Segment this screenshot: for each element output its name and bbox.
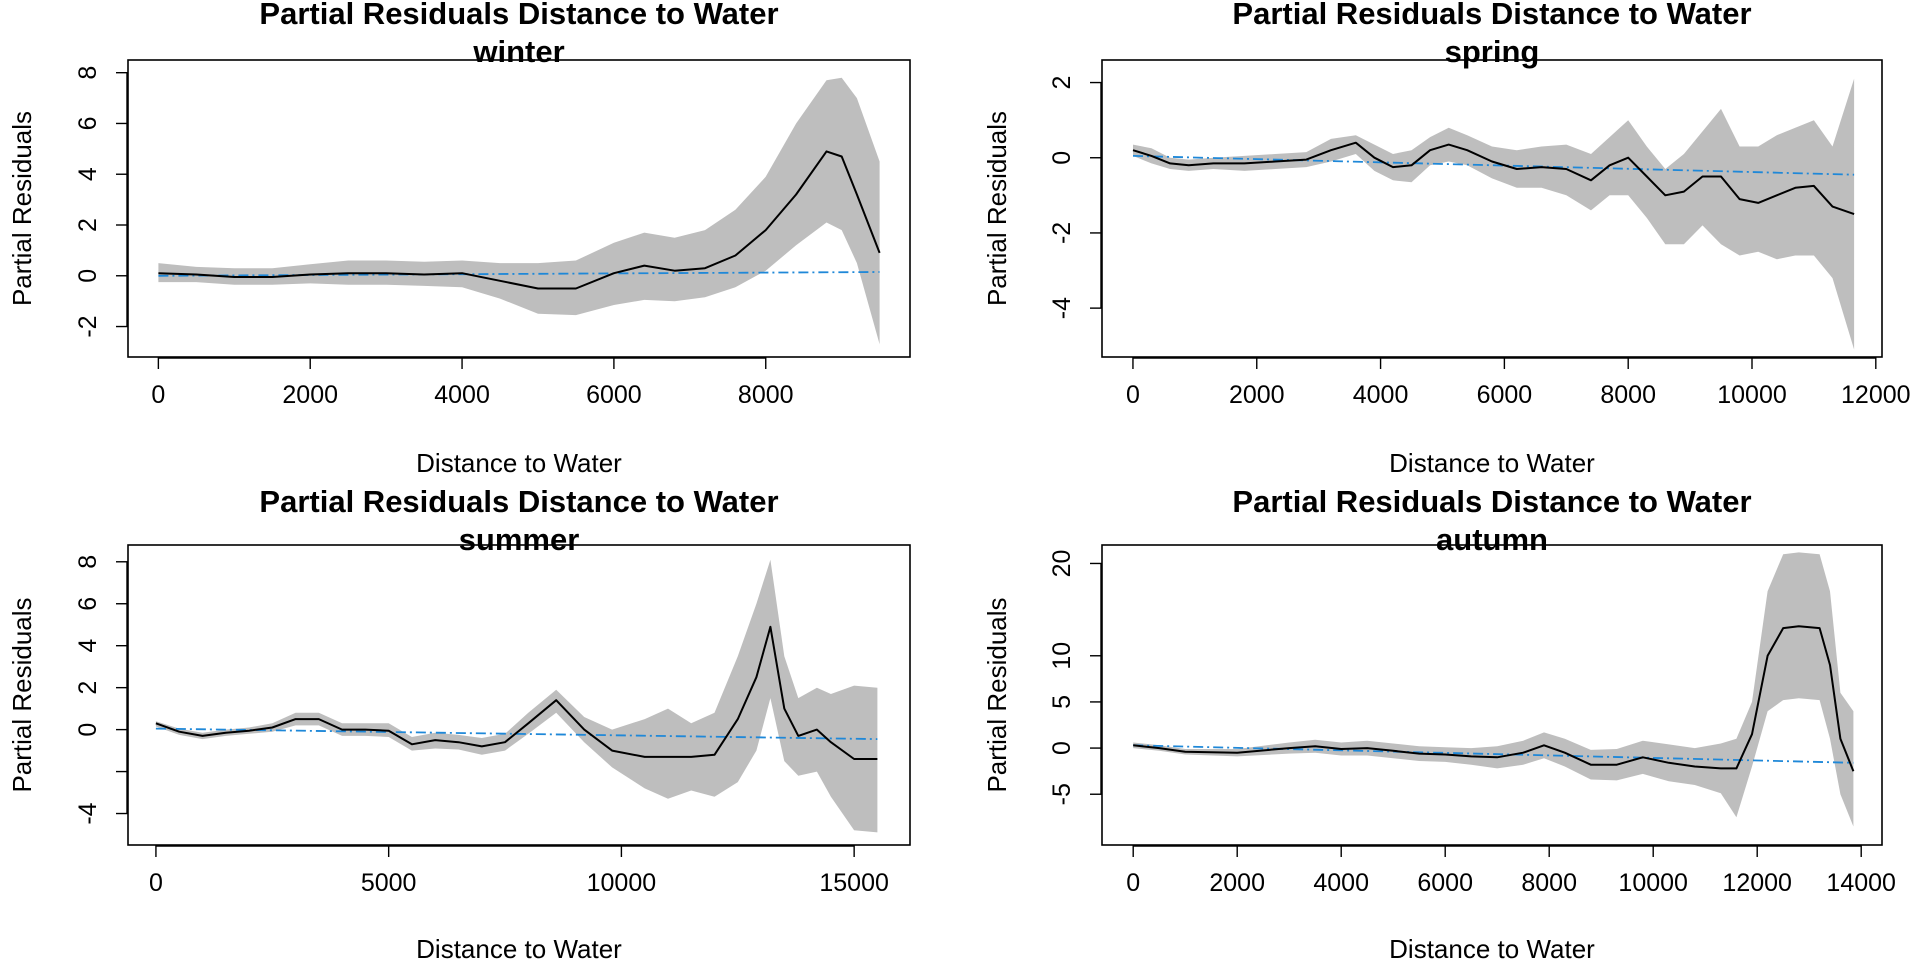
x-tick-label: 4000 xyxy=(1353,381,1409,409)
x-tick-label: 8000 xyxy=(1521,869,1577,897)
x-axis-label: Distance to Water xyxy=(1389,934,1595,960)
y-tick-label: -5 xyxy=(1048,783,1076,805)
x-tick-label: 2000 xyxy=(1209,869,1265,897)
confidence-band xyxy=(1133,552,1854,827)
x-tick-label: 10000 xyxy=(1618,869,1688,897)
linear-fit-line xyxy=(1132,155,1855,176)
plot-frame xyxy=(1101,544,1883,846)
x-tick-label: 4000 xyxy=(434,381,490,409)
x-axis-label: Distance to Water xyxy=(416,448,622,478)
x-axis: 0 5000 10000 15000 xyxy=(149,845,889,897)
chart-title-summer: Partial Residuals Distance to Water xyxy=(259,484,778,519)
panel-summer: Partial Residuals Distance to Watersumme… xyxy=(7,484,911,960)
x-tick-label: 0 xyxy=(1126,869,1140,897)
y-axis-label: Partial Residuals xyxy=(7,111,37,306)
y-tick-label: 2 xyxy=(1048,76,1076,90)
x-tick-label: 14000 xyxy=(1826,869,1896,897)
x-tick-label: 2000 xyxy=(282,381,338,409)
x-tick-label: 6000 xyxy=(1477,381,1533,409)
smooth-fit-line xyxy=(1133,625,1855,772)
y-tick-label: 20 xyxy=(1048,550,1076,578)
x-tick-label: 5000 xyxy=(361,869,417,897)
x-tick-label: 2000 xyxy=(1229,381,1285,409)
x-tick-label: 0 xyxy=(149,869,163,897)
chart-subtitle-autumn: autumn xyxy=(1436,522,1548,557)
y-axis: -4 -2 0 2 xyxy=(1048,76,1102,319)
x-tick-label: 8000 xyxy=(738,381,794,409)
y-tick-label: 8 xyxy=(74,555,102,569)
smooth-fit-line xyxy=(155,625,878,760)
x-tick-label: 0 xyxy=(1126,381,1140,409)
y-tick-label: -2 xyxy=(1048,222,1076,244)
x-tick-label: 12000 xyxy=(1841,381,1911,409)
chart-subtitle-winter: winter xyxy=(472,34,564,69)
confidence-band xyxy=(1133,78,1855,350)
y-axis: -4 0 2 4 6 8 xyxy=(74,555,128,825)
y-tick-label: 0 xyxy=(1048,741,1076,755)
y-tick-label: -4 xyxy=(74,802,102,824)
panel-autumn: Partial Residuals Distance to Waterautum… xyxy=(982,484,1896,960)
y-tick-label: 10 xyxy=(1048,642,1076,670)
x-axis-label: Distance to Water xyxy=(1389,448,1595,478)
y-axis-label: Partial Residuals xyxy=(982,111,1012,306)
y-tick-label: 0 xyxy=(1048,151,1076,165)
y-axis: -2 0 2 4 6 8 xyxy=(74,66,128,338)
y-tick-label: 2 xyxy=(74,218,102,232)
confidence-band xyxy=(155,559,878,833)
confidence-band xyxy=(158,77,880,345)
smooth-fit-line xyxy=(1132,141,1855,216)
x-tick-label: 8000 xyxy=(1600,381,1656,409)
chart-title-autumn: Partial Residuals Distance to Water xyxy=(1232,484,1751,519)
chart-subtitle-spring: spring xyxy=(1445,34,1540,69)
chart-title-winter: Partial Residuals Distance to Water xyxy=(259,0,778,31)
plot-frame xyxy=(127,59,911,358)
x-tick-label: 10000 xyxy=(587,869,657,897)
y-tick-label: 8 xyxy=(74,66,102,80)
y-tick-label: 4 xyxy=(74,639,102,653)
y-tick-label: 0 xyxy=(74,723,102,737)
x-tick-label: 4000 xyxy=(1313,869,1369,897)
x-tick-label: 10000 xyxy=(1717,381,1787,409)
x-tick-label: 15000 xyxy=(819,869,889,897)
panel-spring: Partial Residuals Distance to Watersprin… xyxy=(982,0,1911,478)
x-axis: 0 2000 4000 6000 8000 xyxy=(151,357,794,409)
linear-fit-line xyxy=(158,271,880,277)
x-axis-label: Distance to Water xyxy=(416,934,622,960)
x-tick-label: 6000 xyxy=(1417,869,1473,897)
y-tick-label: 4 xyxy=(74,167,102,181)
y-axis-label: Partial Residuals xyxy=(7,597,37,792)
plot-frame xyxy=(127,544,911,846)
smooth-fit-line xyxy=(158,150,881,290)
y-axis-label: Partial Residuals xyxy=(982,597,1012,792)
y-tick-label: 2 xyxy=(74,681,102,695)
chart-subtitle-summer: summer xyxy=(459,522,580,557)
y-tick-label: 0 xyxy=(74,269,102,283)
x-axis: 0 2000 4000 6000 8000 10000 12000 14000 xyxy=(1126,845,1896,897)
y-tick-label: 5 xyxy=(1048,695,1076,709)
chart-title-spring: Partial Residuals Distance to Water xyxy=(1232,0,1751,31)
linear-fit-line xyxy=(1133,744,1854,764)
x-tick-label: 6000 xyxy=(586,381,642,409)
x-tick-label: 0 xyxy=(151,381,165,409)
y-tick-label: -4 xyxy=(1048,297,1076,319)
y-tick-label: 6 xyxy=(74,597,102,611)
plot-frame xyxy=(1101,59,1883,358)
x-tick-label: 12000 xyxy=(1722,869,1792,897)
x-axis: 0 2000 4000 6000 8000 10000 12000 xyxy=(1126,357,1911,409)
y-tick-label: 6 xyxy=(74,117,102,131)
panel-winter: Partial Residuals Distance to Waterwinte… xyxy=(7,0,911,478)
y-tick-label: -2 xyxy=(74,315,102,337)
y-axis: -5 0 5 10 20 xyxy=(1048,550,1102,805)
